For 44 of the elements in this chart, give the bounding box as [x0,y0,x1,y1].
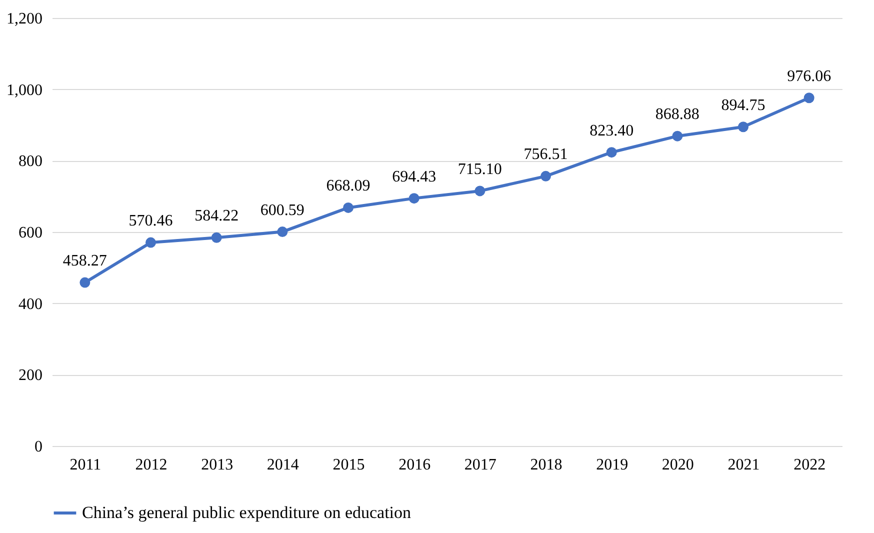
point [80,277,90,288]
point [211,232,222,243]
data-label: 600.59 [260,202,304,219]
y-tick-label: 400 [18,296,42,313]
x-tick-label: 2021 [728,456,760,474]
point [343,202,354,213]
x-tick-label: 2011 [70,456,102,474]
data-label: 715.10 [458,160,502,178]
data-label: 668.09 [326,178,370,195]
point [540,170,551,182]
x-tick-label: 2013 [201,456,234,474]
legend-label: China’s general public expenditure on education [82,503,412,522]
x-tick-label: 2015 [332,456,365,474]
x-tick-label: 2022 [794,456,826,474]
data-label: 823.40 [590,122,634,140]
y-tick-label: 0 [34,438,42,456]
data-label: 894.75 [721,96,766,114]
x-tick-label: 2018 [530,456,562,474]
data-label: 570.46 [128,212,173,230]
point [606,147,617,158]
data-label: 694.43 [392,168,436,186]
y-tick-label: 600 [18,224,42,242]
point [408,193,420,204]
point [738,122,748,132]
point [672,130,683,142]
data-label: 756.51 [524,146,568,164]
data-label: 976.06 [787,68,832,85]
data-label: 584.22 [194,208,239,225]
y-tick-label: 800 [18,153,42,170]
x-tick-label: 2012 [135,456,168,474]
x-tick-label: 2014 [266,456,299,474]
point [146,237,156,248]
point [804,92,814,104]
x-tick-label: 2020 [662,456,694,474]
x-tick-label: 2017 [464,456,496,474]
y-tick-label: 200 [18,367,42,384]
x-tick-label: 2016 [398,456,431,474]
y-tick-label: 1,000 [6,82,42,99]
point [474,186,486,196]
y-tick-label: 1,200 [6,10,42,28]
data-label: 458.27 [62,252,107,270]
data-label: 868.88 [655,106,700,124]
x-tick-label: 2019 [596,456,628,474]
point [277,226,288,238]
